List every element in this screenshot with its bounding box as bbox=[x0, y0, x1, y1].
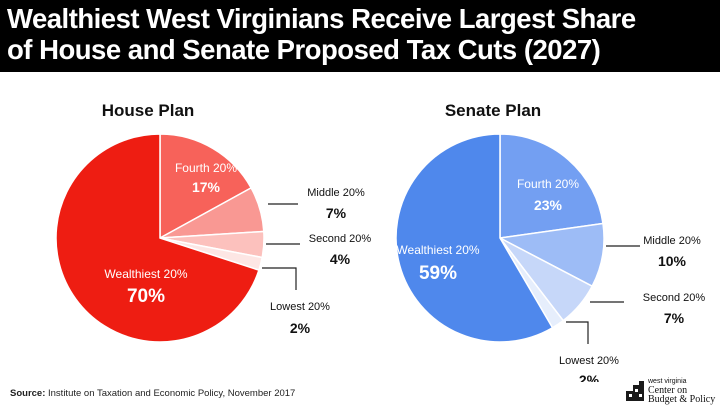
pie-title: Senate Plan bbox=[445, 101, 541, 120]
slice-label-wealthiest-20: Wealthiest 20% bbox=[396, 243, 479, 257]
page-title-line-2: of House and Senate Proposed Tax Cuts (2… bbox=[7, 34, 601, 65]
pie-slice-fourth-20 bbox=[499, 133, 604, 239]
slice-label-lowest-20: Lowest 20% bbox=[559, 355, 619, 367]
source-label: Source: bbox=[10, 388, 46, 399]
logo-line-1: west virginia bbox=[648, 378, 687, 385]
page-title-line-1: Wealthiest West Virginians Receive Large… bbox=[7, 3, 636, 34]
logo-mark-icon bbox=[624, 379, 646, 403]
slice-value-middle-20: 10% bbox=[658, 253, 687, 269]
slice-value-fourth-20: 17% bbox=[192, 179, 221, 195]
pie-slice-wealthiest-20 bbox=[395, 133, 554, 343]
slice-value-second-20: 7% bbox=[664, 310, 685, 326]
slice-label-lowest-20: Lowest 20% bbox=[270, 301, 330, 313]
logo-line-3: Budget & Policy bbox=[648, 394, 716, 405]
slice-label-second-20: Second 20% bbox=[309, 233, 372, 245]
house-plan-pie: House Plan Wealthiest 20% 70% Fourth 20% 17%… bbox=[55, 101, 372, 343]
charts-area: House Plan Wealthiest 20% 70% Fourth 20% 17%… bbox=[55, 101, 706, 382]
slice-label-middle-20: Middle 20% bbox=[643, 235, 701, 247]
slice-value-lowest-20: 2% bbox=[579, 372, 600, 382]
pie-slice-fourth-20 bbox=[159, 133, 253, 240]
slice-value-fourth-20: 23% bbox=[534, 197, 563, 213]
logo-text: west virginia Center on Budget & Policy bbox=[648, 377, 716, 405]
slice-value-lowest-20: 2% bbox=[290, 320, 311, 336]
pie-title: House Plan bbox=[102, 101, 195, 120]
source-note: Source: Institute on Taxation and Econom… bbox=[10, 388, 295, 399]
title-bar: Wealthiest West Virginians Receive Large… bbox=[0, 0, 720, 72]
source-text: Institute on Taxation and Economic Polic… bbox=[45, 388, 296, 399]
slice-label-fourth-20: Fourth 20% bbox=[517, 177, 579, 191]
slice-label-second-20: Second 20% bbox=[643, 292, 706, 304]
slice-label-middle-20: Middle 20% bbox=[307, 187, 365, 199]
pie-slice-wealthiest-20 bbox=[55, 133, 260, 343]
senate-plan-pie: Senate Plan Wealthiest 20% 59% Fourth 20% 23… bbox=[395, 101, 706, 382]
leader-line-lowest-20 bbox=[566, 321, 589, 344]
slice-label-wealthiest-20: Wealthiest 20% bbox=[104, 267, 187, 281]
slice-label-fourth-20: Fourth 20% bbox=[175, 161, 237, 175]
wvcbp-logo: west virginia Center on Budget & Policy bbox=[624, 377, 720, 405]
logo-line-2: Center on bbox=[648, 385, 688, 396]
slice-value-wealthiest-20: 70% bbox=[127, 286, 165, 307]
slice-value-wealthiest-20: 59% bbox=[419, 263, 457, 284]
leader-line-lowest-20 bbox=[262, 267, 297, 290]
slice-value-middle-20: 7% bbox=[326, 205, 347, 221]
slice-value-second-20: 4% bbox=[330, 251, 351, 267]
